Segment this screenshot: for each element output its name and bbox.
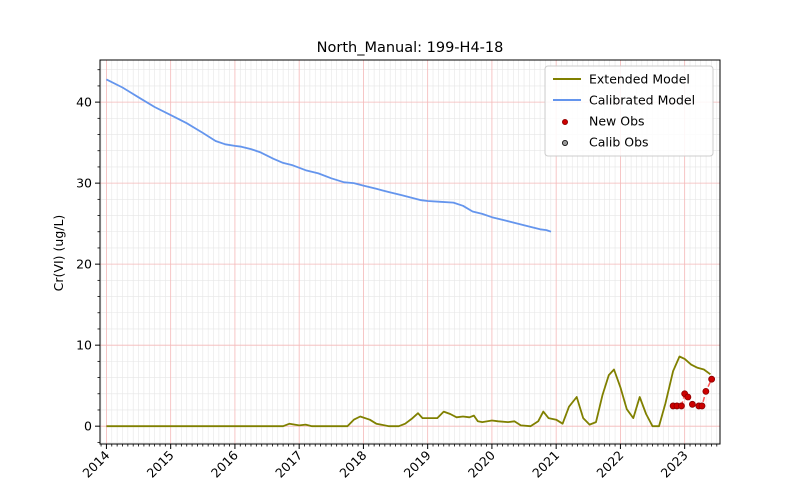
extended-model-line [106,355,711,428]
y-tick-label: 10 [76,338,92,353]
new-obs-point [684,393,692,401]
legend: Extended Model Calibrated Model New Obs Cal… [544,65,714,157]
y-tick-label: 0 [84,419,92,434]
grid-major [100,60,720,444]
plot-lines [105,78,713,428]
legend-swatch-calib-obs [562,139,569,146]
legend-label-calib-obs: Calib Obs [589,135,649,150]
chart-title: North_Manual: 199-H4-18 [317,40,504,56]
y-tick-label: 30 [76,176,92,191]
legend-label-extended-model: Extended Model [589,72,690,87]
legend-label-new-obs: New Obs [589,114,645,129]
legend-label-calibrated-model: Calibrated Model [589,93,695,108]
y-axis-label: Cr(VI) (ug/L) [51,215,66,292]
calibrated-model-line [105,78,552,233]
new-obs-point [702,387,710,395]
new-obs-point [708,375,716,383]
new-obs-point [698,402,706,410]
new-obs-point [688,400,696,408]
plot-frame [99,59,721,445]
y-axis: 0 10 20 30 40 [76,69,100,443]
legend-swatch-new-obs [562,119,569,126]
new-obs-point [678,402,685,410]
plot-markers [669,375,716,410]
legend-box [544,65,714,157]
new-obs-connector [673,378,713,407]
y-tick-label: 20 [76,257,92,272]
y-tick-label: 40 [76,95,92,110]
